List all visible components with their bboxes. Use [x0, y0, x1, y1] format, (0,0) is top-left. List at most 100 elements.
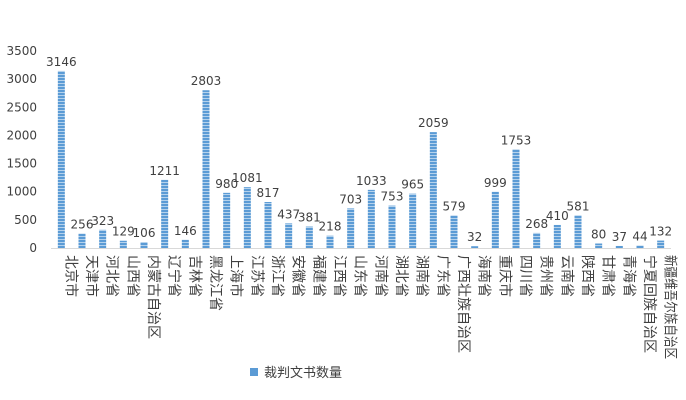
x-tick-label: 内蒙古自治区: [145, 255, 161, 339]
y-tick-label: 500: [14, 213, 37, 227]
x-tick-label: 天津市: [83, 255, 100, 297]
bar: [264, 202, 272, 248]
value-label: 437: [277, 207, 300, 221]
x-tick-label: 广西壮族自治区: [455, 255, 471, 353]
value-label: 37: [612, 230, 627, 244]
y-tick-label: 1500: [6, 157, 37, 171]
bar: [99, 229, 107, 248]
value-label: 965: [401, 178, 424, 192]
value-label: 256: [71, 218, 94, 232]
value-label: 999: [484, 176, 507, 190]
x-tick-label: 贵州省: [538, 255, 554, 297]
x-tick-label: 辽宁省: [166, 255, 183, 297]
bar: [202, 90, 210, 248]
x-tick-label: 山西省: [124, 255, 140, 297]
x-tick-label: 重庆市: [496, 255, 513, 297]
value-label: 132: [649, 225, 672, 239]
bar: [595, 243, 603, 248]
bar: [512, 149, 520, 248]
bar: [57, 70, 65, 249]
bar: [119, 240, 127, 248]
bar: [553, 224, 561, 248]
bar: [450, 215, 458, 248]
x-tick-label: 江西省: [331, 255, 347, 297]
value-label: 980: [215, 177, 238, 191]
value-label: 32: [467, 230, 482, 244]
x-tick-label: 青海省: [620, 255, 636, 297]
x-axis-category-labels: 北京市 天津市 河北省 山西省 内蒙古自治区 辽宁省 吉林省 黑龙江省 上海市 江苏省 浙江省 安徽省…: [62, 255, 677, 359]
x-tick-label: 新疆维吾尔族自治区: [662, 255, 678, 359]
value-label: 579: [443, 199, 466, 213]
value-label: 1211: [149, 164, 180, 178]
value-label: 1753: [501, 133, 532, 147]
y-tick-label: 1000: [6, 185, 37, 199]
x-tick-label: 黑龙江省: [207, 255, 223, 311]
bar: [161, 179, 169, 248]
bar: [140, 242, 148, 248]
bar: [388, 205, 396, 248]
bar: [181, 239, 189, 248]
bar: [657, 240, 665, 248]
value-label: 268: [525, 217, 548, 231]
x-tick-label: 河南省: [372, 255, 388, 297]
x-tick-label: 湖北省: [393, 255, 409, 297]
value-label: 3146: [46, 55, 77, 69]
x-tick-label: 广东省: [434, 255, 450, 297]
x-tick-label: 湖南省: [414, 255, 430, 297]
value-label: 703: [339, 192, 362, 206]
value-label: 581: [567, 199, 590, 213]
x-tick-label: 浙江省: [269, 255, 285, 297]
y-tick-label: 2500: [6, 100, 37, 114]
bar: [223, 192, 231, 248]
value-label: 410: [546, 209, 569, 223]
value-label: 218: [319, 220, 342, 234]
bar: [409, 193, 417, 248]
x-tick-label: 江苏省: [248, 255, 264, 297]
bar: [533, 232, 541, 248]
y-tick-label: 3500: [6, 44, 37, 58]
legend-label: 裁判文书数量: [264, 366, 343, 381]
bar: [305, 226, 313, 248]
x-tick-label: 河北省: [104, 255, 120, 297]
x-tick-label: 吉林省: [186, 255, 202, 297]
legend: 裁判文书数量: [250, 362, 342, 381]
x-tick-label: 陕西省: [579, 255, 595, 297]
value-label: 129: [112, 225, 135, 239]
bars: [57, 70, 665, 249]
y-tick-label: 3000: [6, 72, 37, 86]
value-label: 1081: [232, 171, 263, 185]
x-tick-label: 山东省: [352, 255, 368, 297]
bar: [615, 245, 623, 248]
x-tick-label: 云南省: [558, 255, 574, 297]
value-label: 753: [381, 190, 404, 204]
bar: [574, 215, 582, 248]
bar: [429, 132, 437, 248]
value-label: 2803: [191, 74, 222, 88]
bar: [326, 235, 334, 248]
bar: [285, 223, 293, 248]
value-label: 44: [632, 230, 647, 244]
value-label: 381: [298, 211, 321, 225]
x-tick-label: 北京市: [62, 255, 79, 297]
y-tick-label: 0: [29, 241, 37, 255]
value-label: 2059: [418, 116, 449, 130]
x-tick-label: 上海市: [228, 255, 245, 297]
x-tick-label: 甘肃省: [600, 255, 616, 297]
value-label: 146: [174, 224, 197, 238]
y-tick-label: 2000: [6, 128, 37, 142]
bar: [471, 246, 479, 248]
bar: [491, 191, 499, 248]
value-label: 1033: [356, 174, 387, 188]
value-label: 106: [133, 226, 156, 240]
x-tick-label: 福建省: [310, 255, 326, 297]
bar: [367, 189, 375, 248]
bar: [243, 187, 251, 248]
legend-swatch: [250, 367, 258, 376]
x-tick-label: 四川省: [517, 255, 533, 297]
bar: [347, 208, 355, 248]
value-label: 323: [91, 214, 114, 228]
x-tick-label: 安徽省: [290, 255, 306, 297]
bar: [78, 233, 86, 248]
